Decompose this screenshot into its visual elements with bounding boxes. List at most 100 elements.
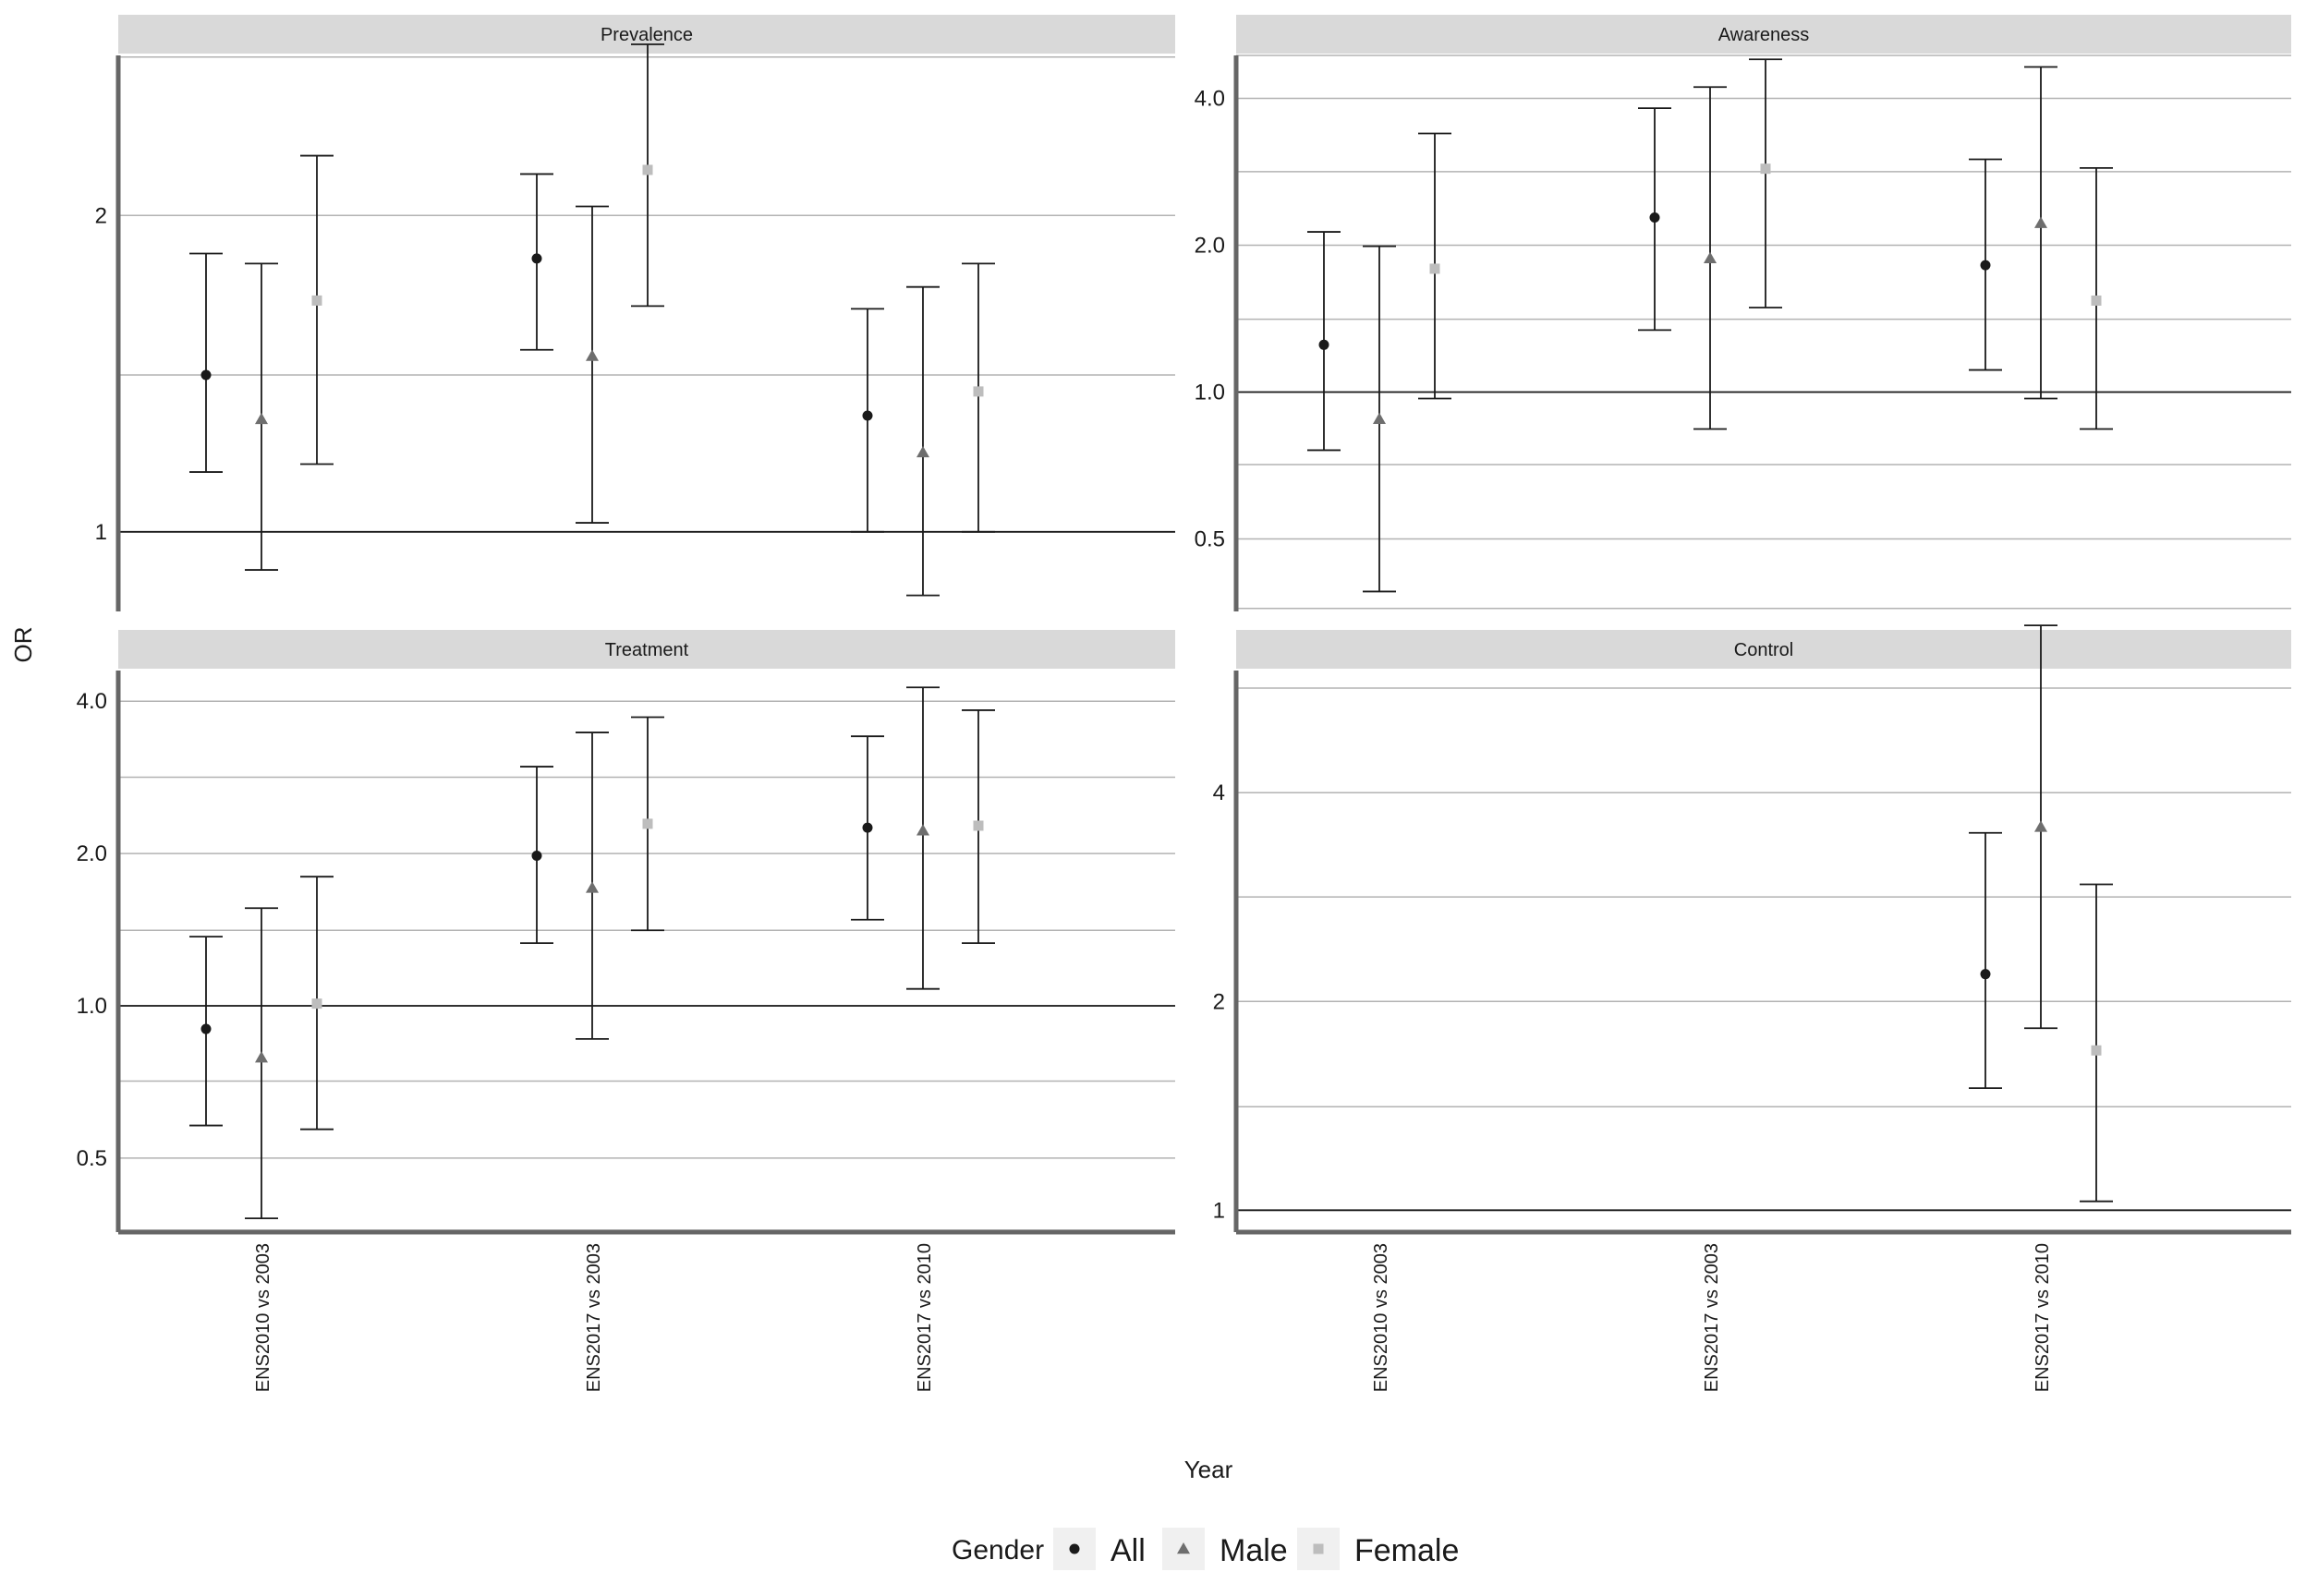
legend-marker-male xyxy=(1177,1542,1190,1554)
errorbar-male xyxy=(576,732,609,1040)
point-male xyxy=(255,412,268,425)
y-tick-label: 1 xyxy=(95,520,107,545)
x-axis-title: Year xyxy=(1184,1456,1233,1483)
errorbar-all xyxy=(851,308,884,533)
panel-treatment: Treatment 0.5 1.0 2.0 4.0 ENS2010 vs 2003 ENS2… xyxy=(77,630,1175,1392)
point-all xyxy=(200,369,212,381)
errorbar-male xyxy=(245,262,278,571)
errorbar-all xyxy=(189,252,223,473)
errorbar-all xyxy=(520,766,553,945)
errorbar-female xyxy=(962,709,995,945)
point-female xyxy=(2091,295,2102,306)
legend: Gender All Male Female xyxy=(952,1528,1459,1570)
point-male xyxy=(916,824,929,836)
y-tick-label: 1 xyxy=(1213,1198,1225,1223)
point-male xyxy=(586,881,599,893)
panel-title: Prevalence xyxy=(601,25,693,45)
y-tick-label: 2.0 xyxy=(1195,234,1225,259)
point-female xyxy=(1760,163,1771,175)
panel-awareness: Awareness 0.5 1.0 2.0 4.0 xyxy=(1195,15,2291,611)
errorbar-female xyxy=(1749,58,1782,308)
errorbar-all xyxy=(851,735,884,921)
point-all xyxy=(531,253,542,264)
errorbar-all xyxy=(1969,831,2002,1090)
y-tick-label: 1.0 xyxy=(77,994,107,1019)
point-all xyxy=(1980,969,1991,980)
point-male xyxy=(586,349,599,361)
point-all xyxy=(531,851,542,862)
errorbar-male xyxy=(906,285,940,597)
y-tick-label: 0.5 xyxy=(77,1146,107,1171)
x-tick-label: ENS2010 vs 2003 xyxy=(253,1243,273,1392)
errorbar-male xyxy=(2024,624,2057,1030)
point-male xyxy=(255,1051,268,1063)
panel-strip xyxy=(1236,630,2291,669)
errorbar-male xyxy=(245,907,278,1220)
point-female xyxy=(311,295,322,306)
errorbar-female xyxy=(2080,883,2113,1203)
y-axis-title: OR xyxy=(9,627,37,663)
x-tick-label: ENS2017 vs 2010 xyxy=(915,1243,935,1392)
errorbar-female xyxy=(1418,132,1451,400)
panel-control: Control 1 2 4 ENS2010 vs 2003 ENS2017 vs 2003… xyxy=(1213,624,2291,1392)
panel-prevalence: Prevalence 1 2 xyxy=(95,15,1175,611)
y-tick-label: 1.0 xyxy=(1195,380,1225,405)
errorbar-male xyxy=(2024,66,2057,400)
legend-label: Female xyxy=(1354,1533,1459,1568)
errorbar-male xyxy=(906,686,940,990)
point-female xyxy=(973,386,984,397)
point-all xyxy=(1318,339,1329,350)
legend-title: Gender xyxy=(952,1535,1044,1566)
errorbar-female xyxy=(300,154,334,466)
x-tick-label: ENS2017 vs 2003 xyxy=(1702,1243,1722,1392)
point-female xyxy=(2091,1045,2102,1056)
point-female xyxy=(973,820,984,831)
point-all xyxy=(1649,212,1660,223)
errorbar-male xyxy=(1363,245,1396,593)
errorbar-female xyxy=(631,716,664,932)
y-tick-label: 2 xyxy=(1213,989,1225,1014)
errorbar-female xyxy=(300,876,334,1130)
panel-title: Awareness xyxy=(1718,25,1810,45)
errorbar-all xyxy=(520,173,553,351)
legend-label: Male xyxy=(1220,1533,1288,1568)
panel-title: Control xyxy=(1734,640,1793,660)
point-male xyxy=(2034,216,2047,228)
errorbar-all xyxy=(1969,158,2002,371)
panel-strip xyxy=(118,630,1175,669)
errorbar-male xyxy=(1693,86,1727,430)
errorbar-all xyxy=(1638,107,1671,332)
point-all xyxy=(1980,260,1991,271)
point-female xyxy=(642,818,653,829)
errorbar-male xyxy=(576,205,609,524)
legend-marker-female xyxy=(1313,1543,1324,1554)
point-female xyxy=(311,998,322,1010)
point-male xyxy=(2034,820,2047,832)
point-female xyxy=(642,164,653,175)
panel-title: Treatment xyxy=(605,640,689,660)
y-tick-label: 4.0 xyxy=(77,689,107,714)
x-tick-label: ENS2017 vs 2010 xyxy=(2033,1243,2053,1392)
legend-marker-all xyxy=(1069,1543,1080,1554)
y-tick-label: 4 xyxy=(1213,780,1225,805)
errorbar-all xyxy=(1307,231,1341,452)
y-tick-label: 0.5 xyxy=(1195,526,1225,551)
point-all xyxy=(200,1023,212,1034)
point-female xyxy=(1429,263,1440,274)
point-all xyxy=(862,410,873,421)
legend-label: All xyxy=(1111,1533,1146,1568)
x-tick-label: ENS2017 vs 2003 xyxy=(584,1243,604,1392)
panel-strip xyxy=(118,15,1175,54)
y-tick-label: 4.0 xyxy=(1195,87,1225,112)
point-male xyxy=(1373,412,1386,425)
x-tick-label: ENS2010 vs 2003 xyxy=(1371,1243,1391,1392)
errorbar-female xyxy=(631,43,664,308)
errorbar-female xyxy=(962,262,995,533)
point-all xyxy=(862,822,873,833)
y-tick-label: 2.0 xyxy=(77,841,107,866)
errorbar-female xyxy=(2080,166,2113,430)
panel-strip xyxy=(1236,15,2291,54)
point-male xyxy=(1704,251,1717,263)
y-tick-label: 2 xyxy=(95,203,107,228)
